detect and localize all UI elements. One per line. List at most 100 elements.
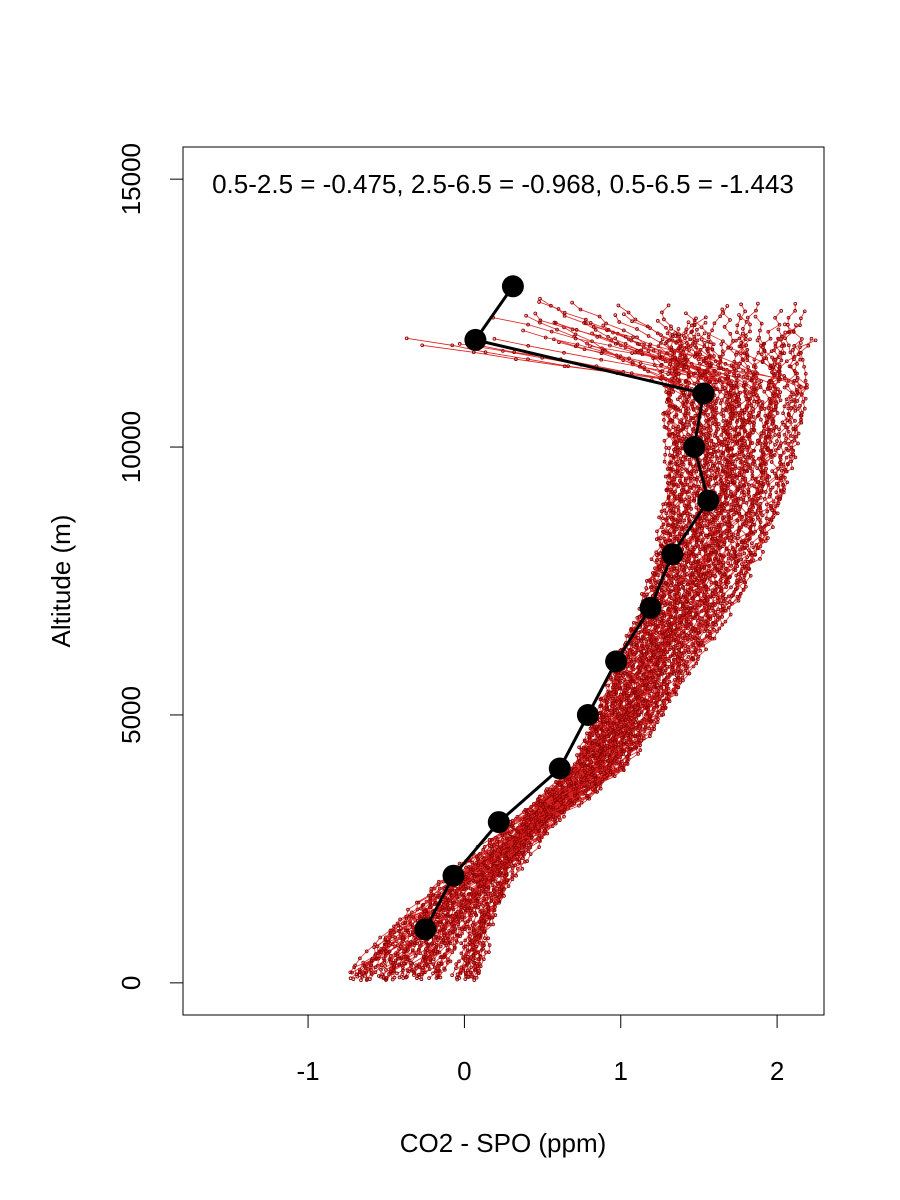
profile-point [465, 968, 470, 973]
profile-point [704, 512, 708, 517]
profile-point [720, 516, 725, 520]
profile-point [686, 411, 691, 416]
profile-point [764, 466, 768, 471]
profile-point [688, 337, 693, 342]
profile-point [801, 399, 806, 404]
profile-point [708, 557, 713, 562]
profile-point [793, 408, 798, 413]
profile-point [679, 474, 684, 479]
profile-point [657, 352, 662, 357]
profile-point [712, 450, 716, 454]
profile-point [687, 495, 692, 499]
profile-point [591, 748, 596, 753]
profile-point [776, 379, 781, 384]
profile-point [441, 912, 446, 917]
profile-point [448, 959, 453, 964]
profile-point [537, 300, 541, 304]
profile-point [730, 545, 735, 550]
profile-point [471, 878, 476, 883]
profile-point [659, 341, 663, 345]
profile-point [720, 622, 725, 627]
profile-point [683, 336, 687, 341]
profile-point [678, 595, 683, 600]
profile-point [718, 552, 722, 557]
profile-point [464, 972, 468, 977]
profile-point [661, 522, 666, 527]
profile-point [728, 421, 733, 425]
profile-point [669, 625, 673, 629]
profile-point [681, 636, 685, 641]
profile-point [459, 941, 464, 946]
profile-point [606, 752, 611, 757]
profile-point [485, 902, 490, 907]
profile-point [690, 549, 695, 553]
profile-point [684, 467, 688, 472]
profile-point [486, 885, 491, 890]
profile-point [803, 378, 808, 383]
profile-point [716, 427, 721, 431]
profile-point [435, 938, 440, 943]
profile-point [714, 592, 719, 596]
profile-point [384, 976, 389, 980]
profile-point [784, 359, 789, 364]
profile-point [718, 389, 722, 394]
profile-point [382, 947, 386, 951]
profile-point [671, 425, 675, 430]
profile-point [651, 653, 656, 657]
profile-point [362, 970, 366, 975]
profile-point [635, 616, 640, 620]
profile-point [490, 883, 495, 887]
profile-point [725, 398, 730, 402]
profile-point [455, 899, 459, 904]
profile-point [775, 411, 780, 415]
profile-point [663, 452, 668, 457]
profile-point [679, 446, 683, 450]
profile-point [709, 580, 714, 585]
profile-point [466, 975, 471, 979]
profile-point [662, 459, 667, 464]
profile-point [690, 545, 695, 550]
profile-point [706, 423, 711, 428]
profile-point [384, 968, 388, 972]
profile-point [461, 955, 465, 959]
profile-point [695, 562, 700, 567]
profile-point [710, 347, 715, 351]
profile-point [711, 445, 716, 450]
profile-point [693, 355, 697, 359]
profile-point [746, 482, 751, 487]
profile-point [516, 829, 520, 834]
profile-point [738, 579, 743, 583]
profile-point [766, 329, 771, 334]
profile-point [668, 508, 672, 513]
profile-point [707, 519, 712, 524]
profile-point [635, 327, 639, 331]
profile-point [600, 349, 605, 354]
profile-point [696, 357, 701, 362]
profile-point [673, 523, 678, 527]
profile-point [736, 536, 740, 541]
profile-point [711, 573, 715, 578]
profile-point [720, 349, 725, 354]
profile-point [752, 399, 756, 404]
profile-point [585, 731, 589, 736]
profile-point [359, 978, 363, 982]
profile-point [468, 970, 473, 975]
profile-point [608, 690, 612, 695]
profile-point [725, 460, 730, 465]
profile-point [348, 970, 353, 975]
profile-point [439, 940, 444, 945]
profile-point [719, 485, 724, 490]
profile-point [719, 474, 723, 479]
profile-point [690, 580, 695, 585]
profile-point [743, 309, 747, 314]
profile-point [676, 424, 681, 429]
profile-point [564, 794, 568, 799]
profile-point [711, 520, 715, 525]
profile-point [792, 398, 797, 402]
profile-point [667, 538, 672, 543]
profile-point [636, 635, 640, 640]
profile-point [431, 957, 436, 962]
profile-point [750, 541, 754, 546]
profile-point [735, 323, 740, 328]
profile-point [599, 357, 604, 362]
